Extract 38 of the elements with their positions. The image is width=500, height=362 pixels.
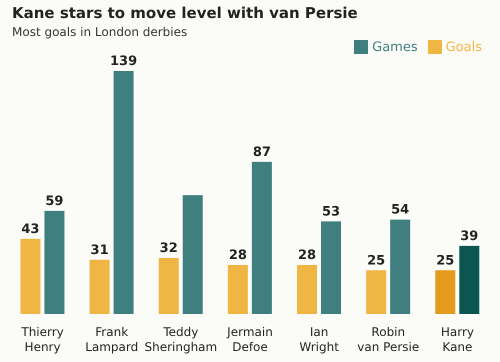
x-tick-label: Ian Wright (299, 325, 340, 354)
data-label: 28 (228, 248, 247, 264)
x-tick-label: Harry Kane (440, 325, 474, 354)
bar (366, 270, 386, 314)
bar (297, 265, 318, 314)
chart-title: Kane stars to move level with van Persie (12, 4, 358, 22)
data-label: 25 (367, 253, 386, 268)
data-label: 25 (436, 253, 454, 268)
bar (158, 258, 179, 314)
data-label: 53 (322, 204, 340, 220)
data-label: 87 (252, 144, 271, 160)
x-tick-label: Thierry Henry (20, 325, 64, 354)
bar (182, 195, 203, 314)
legend-label: Games (372, 40, 418, 55)
legend-label: Goals (446, 40, 482, 55)
bar (114, 71, 134, 314)
bar (459, 246, 480, 314)
data-label: 139 (110, 54, 138, 69)
x-tick-label: Robin van Persie (357, 325, 420, 354)
x-tick-label: Frank Lampard (85, 325, 138, 354)
bar (321, 221, 342, 314)
chart-subtitle: Most goals in London derbies (12, 25, 188, 39)
data-label: 39 (460, 228, 478, 244)
x-tick-label: Teddy Sheringham (144, 325, 218, 354)
data-label: 28 (298, 248, 316, 264)
bar (252, 162, 272, 314)
data-label: 54 (391, 202, 410, 218)
bar (44, 210, 64, 314)
bar (20, 238, 40, 314)
bar (90, 260, 110, 314)
x-tick-label: Jermain Defoe (226, 325, 273, 354)
bar (435, 270, 456, 314)
data-label: 31 (90, 242, 109, 258)
data-label: 32 (160, 241, 178, 256)
data-label: 43 (21, 222, 40, 237)
bar (390, 220, 410, 314)
data-label: 59 (45, 194, 64, 209)
bar (228, 265, 248, 314)
